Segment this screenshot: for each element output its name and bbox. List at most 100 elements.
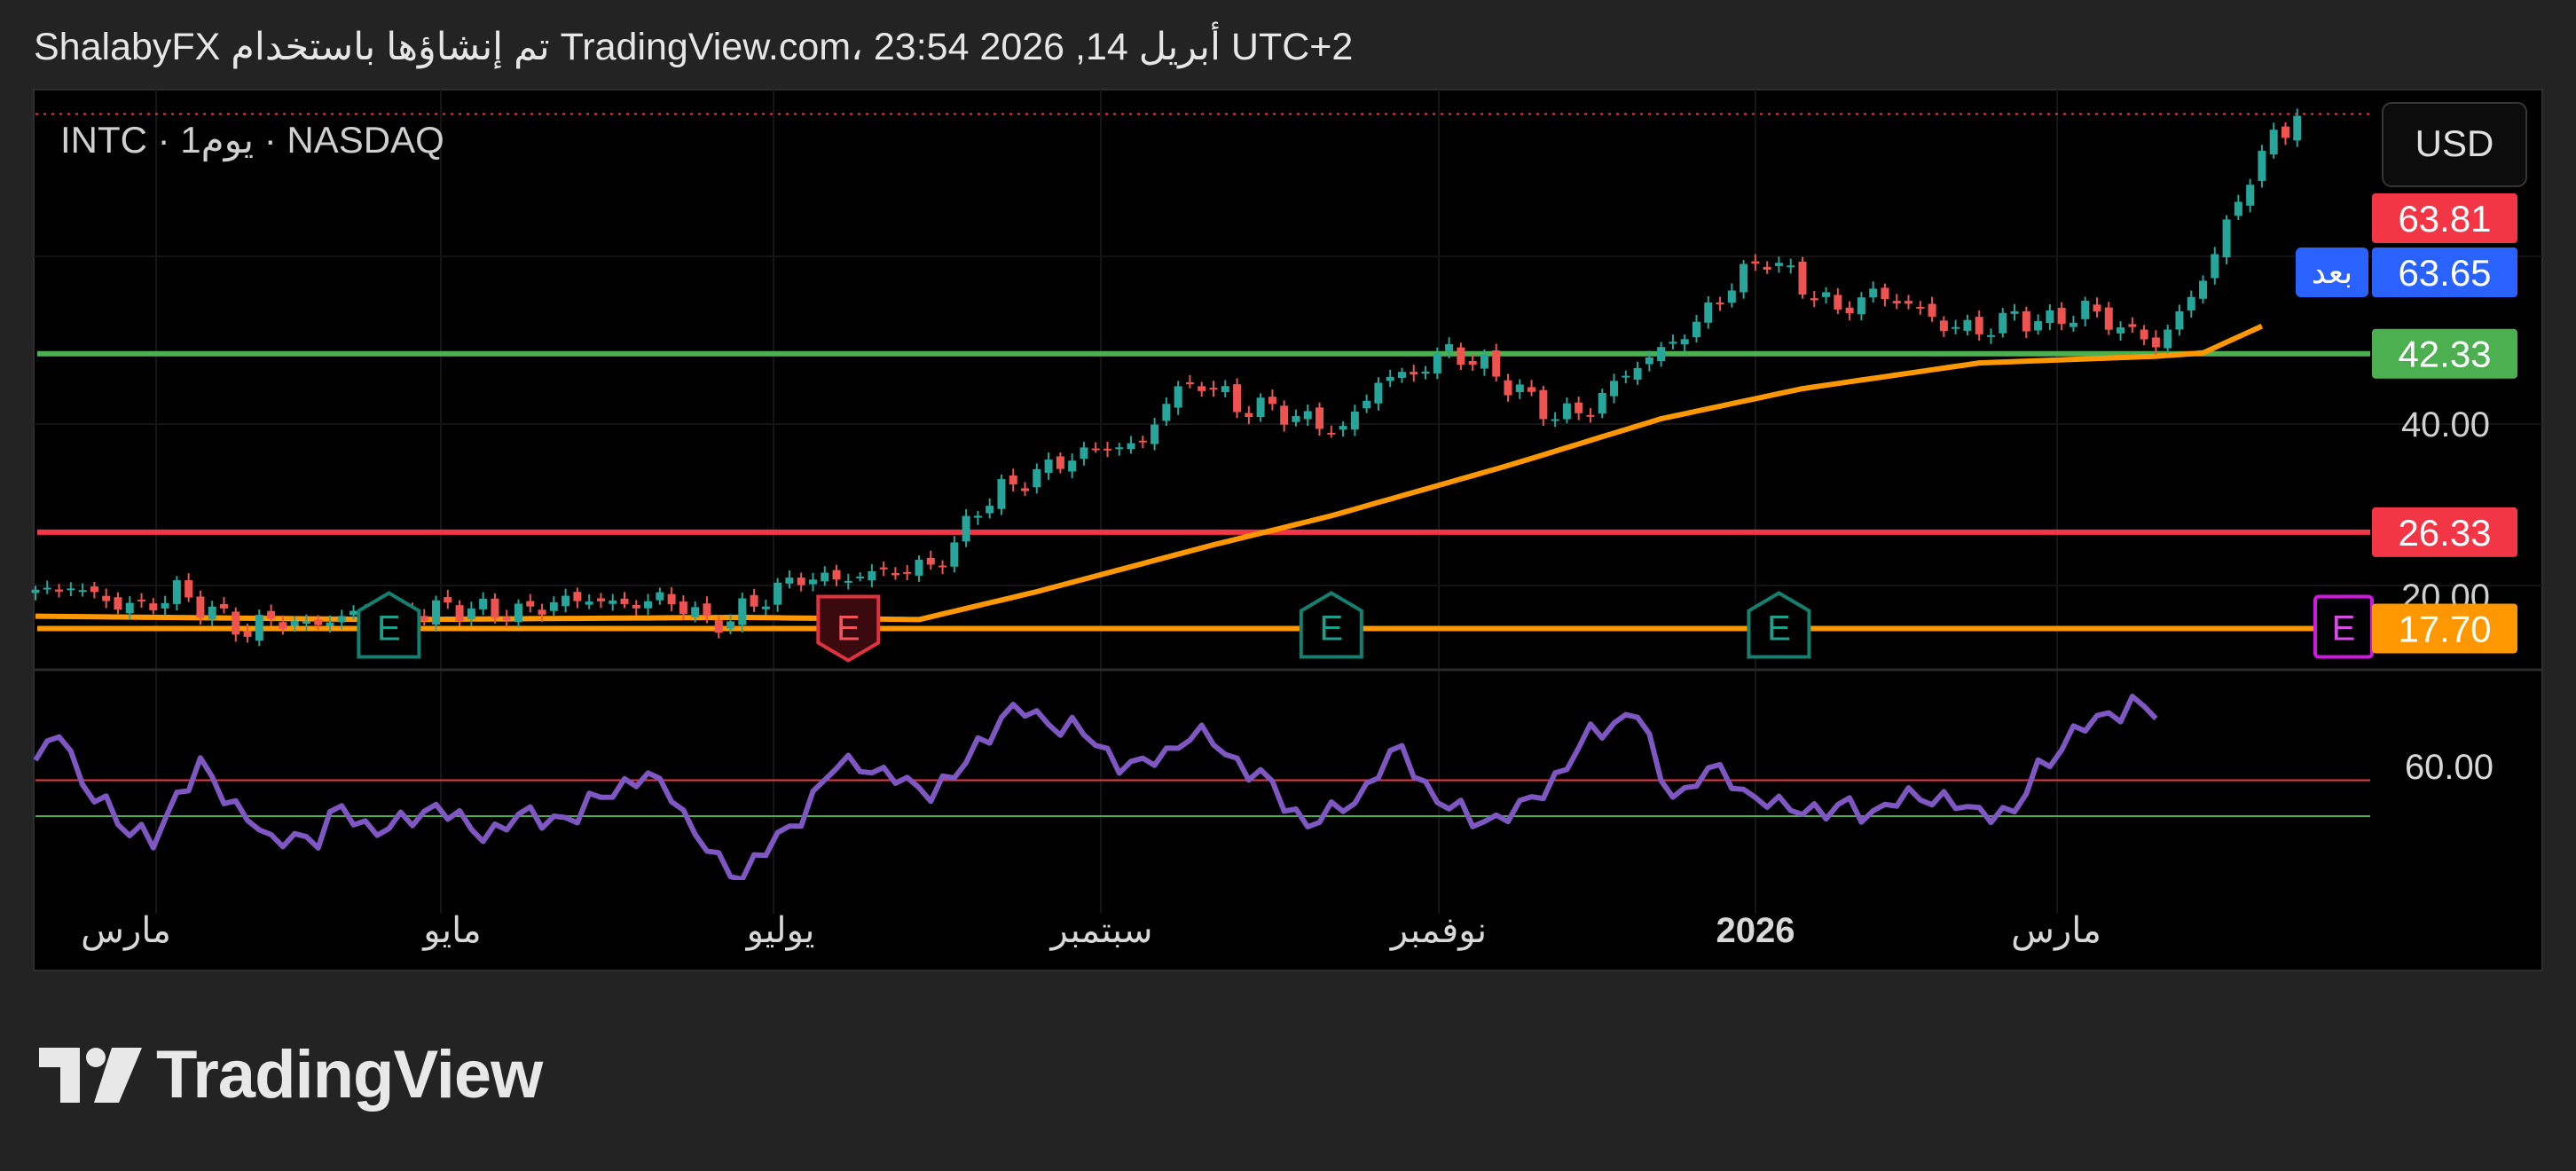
candle-body (1185, 382, 1194, 385)
candle-body (2081, 300, 2090, 319)
candle-body (1433, 353, 1441, 373)
candle-body (738, 598, 747, 625)
earnings-marker[interactable]: E (2313, 594, 2374, 659)
candle-body (455, 605, 464, 622)
price-label-bg (2372, 507, 2517, 557)
candle-body (255, 615, 263, 641)
candle-body (1622, 375, 1630, 378)
candle-body (585, 601, 593, 605)
candle-body (2175, 310, 2184, 330)
candle-body (1740, 263, 1748, 293)
candle-body (1245, 413, 1253, 418)
currency-button-bg[interactable] (2382, 102, 2527, 187)
price-label-tag: بعد (2312, 255, 2352, 291)
candle-body (785, 578, 794, 584)
candle-body (502, 617, 511, 621)
candle-body (1374, 382, 1383, 404)
candle-body (1963, 319, 1972, 331)
candle-body (2128, 324, 2137, 327)
tradingview-logo[interactable]: TradingView (39, 1036, 543, 1113)
candle-body (1492, 350, 1501, 377)
candle-body (973, 515, 982, 518)
x-axis-tick-label: مايو (421, 911, 481, 951)
candle-body (125, 602, 134, 614)
candle-body (102, 595, 111, 601)
candle-body (302, 621, 310, 625)
currency-button-label[interactable]: USD (2415, 122, 2494, 164)
candle-body (714, 619, 723, 633)
chart-header: ShalabyFX تم إنشاؤها باستخدام TradingVie… (34, 26, 1354, 68)
earnings-marker-shape[interactable] (1747, 591, 1811, 659)
candle-body (2140, 329, 2148, 340)
candle-body (2151, 337, 2160, 348)
tradingview-logo-text: TradingView (156, 1037, 543, 1112)
candle-body (1410, 372, 1418, 375)
earnings-marker-letter: E (1767, 609, 1791, 648)
candle-body (1869, 288, 1878, 298)
candle-body (1892, 301, 1901, 304)
candle-body (573, 592, 582, 601)
candle-body (2034, 321, 2043, 331)
candle-body (2222, 219, 2231, 258)
candle-body (1751, 261, 1760, 264)
currency-button[interactable]: USD (2382, 102, 2527, 187)
candle-body (1198, 386, 1206, 391)
candle-body (1162, 404, 1171, 421)
price-label-bg (2372, 603, 2517, 654)
candle-body (161, 602, 169, 609)
earnings-marker-letter: E (836, 609, 860, 648)
candle-body (1091, 448, 1100, 451)
grid-lines (34, 90, 2542, 914)
price-label-bg (2372, 248, 2517, 297)
candle-body (1716, 302, 1724, 304)
candle-body (1221, 386, 1229, 392)
candle-body (2187, 296, 2195, 310)
candle-body (172, 580, 181, 604)
horizontal-lines[interactable] (35, 113, 2370, 632)
price-label: 26.33 (2372, 507, 2517, 557)
candle-body (514, 603, 522, 623)
symbol-info[interactable]: INTC · 1يوم · NASDAQ (60, 119, 444, 162)
candle-body (2211, 254, 2219, 279)
candle-body (832, 570, 841, 580)
candle-body (891, 572, 899, 576)
candle-body (1386, 376, 1394, 381)
candle-body (1033, 468, 1041, 488)
earnings-marker-shape[interactable] (357, 591, 421, 659)
candle-body (267, 610, 276, 619)
candle-body (1256, 397, 1265, 418)
earnings-marker-shape[interactable] (816, 594, 881, 663)
earnings-marker[interactable]: E (1747, 591, 1811, 659)
price-label: 63.81 (2372, 193, 2517, 243)
earnings-marker[interactable]: E (816, 594, 881, 663)
candle-body (2269, 130, 2278, 155)
price-labels: 63.81 63.65 بعد 42.33 26.33 17.70 (2296, 193, 2517, 654)
x-axis-tick-label: 2026 (1716, 911, 1795, 950)
earnings-marker-shape[interactable] (1299, 591, 1363, 659)
earnings-marker[interactable]: E (1299, 591, 1363, 659)
x-axis-tick-label: سبتمبر (1049, 911, 1153, 951)
candle-body (1068, 460, 1077, 472)
candle-body (950, 542, 959, 567)
candle-body (1339, 426, 1347, 430)
candle-body (2199, 280, 2208, 299)
candle-body (962, 515, 970, 542)
candle-body (1881, 287, 1889, 300)
candle-body (2069, 322, 2077, 327)
candle-body (55, 589, 64, 592)
candle-body (1905, 301, 1913, 304)
candle-body (1009, 475, 1017, 485)
candle-body (1468, 360, 1477, 365)
candle-body (1952, 326, 1960, 329)
price-label: 17.70 (2372, 603, 2517, 654)
candle-body (243, 631, 252, 637)
candle-body (656, 592, 664, 601)
candle-body (915, 559, 923, 576)
candle-body (1586, 414, 1595, 417)
candle-body (1056, 456, 1064, 469)
candle-body (479, 598, 488, 609)
candle-body (926, 557, 935, 565)
earnings-marker[interactable]: E (357, 591, 421, 659)
candle-body (1845, 307, 1854, 314)
